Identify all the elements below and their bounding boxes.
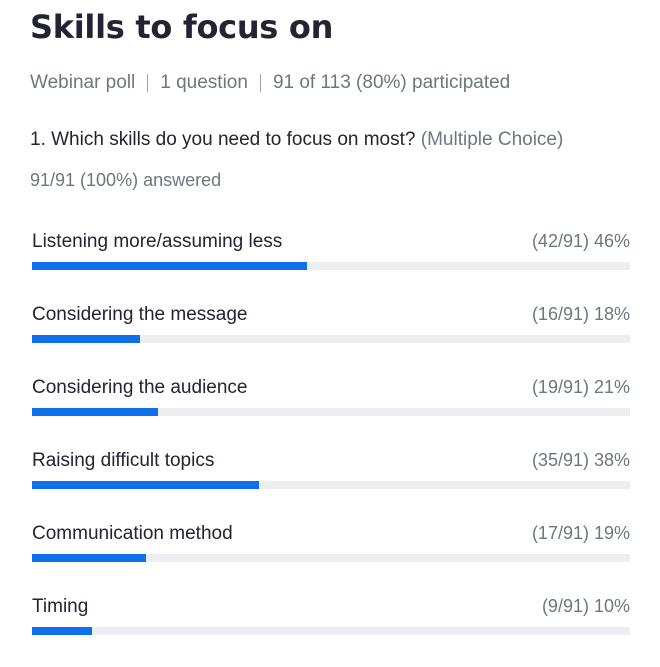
answer-option-header: Communication method (17/91) 19%: [32, 521, 630, 545]
question-count: 1 question: [160, 72, 248, 93]
answer-option-header: Timing (9/91) 10%: [32, 594, 630, 618]
answer-option-stat: (35/91) 38%: [531, 450, 630, 470]
result-bar-track: [32, 481, 630, 489]
question-heading: 1. Which skills do you need to focus on …: [30, 128, 630, 152]
answer-option-header: Raising difficult topics (35/91) 38%: [32, 448, 630, 472]
poll-title: Skills to focus on: [30, 8, 334, 46]
result-bar-fill: [32, 554, 146, 562]
answer-option: Communication method (17/91) 19%: [32, 521, 630, 594]
answered-count: 91/91 (100%) answered: [30, 170, 222, 190]
answer-option-label: Considering the message: [32, 304, 248, 325]
result-bar-track: [32, 262, 630, 270]
answer-option-label: Listening more/assuming less: [32, 231, 283, 252]
result-bar-fill: [32, 335, 140, 343]
result-bar-fill: [32, 481, 260, 489]
answer-option: Considering the audience (19/91) 21%: [32, 375, 630, 448]
question-type: (Multiple Choice): [420, 129, 564, 150]
answer-option: Raising difficult topics (35/91) 38%: [32, 448, 630, 521]
meta-divider: [259, 74, 261, 92]
result-bar-track: [32, 335, 630, 343]
answer-option-stat: (9/91) 10%: [541, 596, 630, 616]
answer-option-label: Communication method: [32, 523, 233, 544]
result-bar-fill: [32, 627, 92, 635]
result-bar-track: [32, 554, 630, 562]
poll-meta: Webinar poll 1 question 91 of 113 (80%) …: [30, 71, 630, 95]
answer-options-list: Listening more/assuming less (42/91) 46% C…: [32, 229, 630, 667]
answer-option-header: Considering the audience (19/91) 21%: [32, 375, 630, 399]
answer-option-header: Listening more/assuming less (42/91) 46%: [32, 229, 630, 253]
answer-option: Timing (9/91) 10%: [32, 594, 630, 667]
question-text: 1. Which skills do you need to focus on …: [30, 129, 416, 150]
answer-option-label: Raising difficult topics: [32, 450, 215, 471]
poll-results-page: Skills to focus on Webinar poll 1 questi…: [30, 8, 630, 635]
answer-option: Considering the message (16/91) 18%: [32, 302, 630, 375]
answer-option-label: Considering the audience: [32, 377, 248, 398]
result-bar-track: [32, 627, 630, 635]
result-bar-fill: [32, 262, 308, 270]
answer-option-header: Considering the message (16/91) 18%: [32, 302, 630, 326]
result-bar-track: [32, 408, 630, 416]
result-bar-fill: [32, 408, 158, 416]
poll-type: Webinar poll: [30, 72, 136, 93]
answer-option-stat: (42/91) 46%: [531, 231, 630, 251]
answer-option-stat: (19/91) 21%: [531, 377, 630, 397]
answer-option-stat: (16/91) 18%: [531, 304, 630, 324]
answer-option: Listening more/assuming less (42/91) 46%: [32, 229, 630, 302]
meta-divider: [147, 74, 149, 92]
participation-count: 91 of 113 (80%) participated: [272, 72, 511, 93]
answer-option-label: Timing: [32, 596, 89, 617]
answer-option-stat: (17/91) 19%: [531, 523, 630, 543]
